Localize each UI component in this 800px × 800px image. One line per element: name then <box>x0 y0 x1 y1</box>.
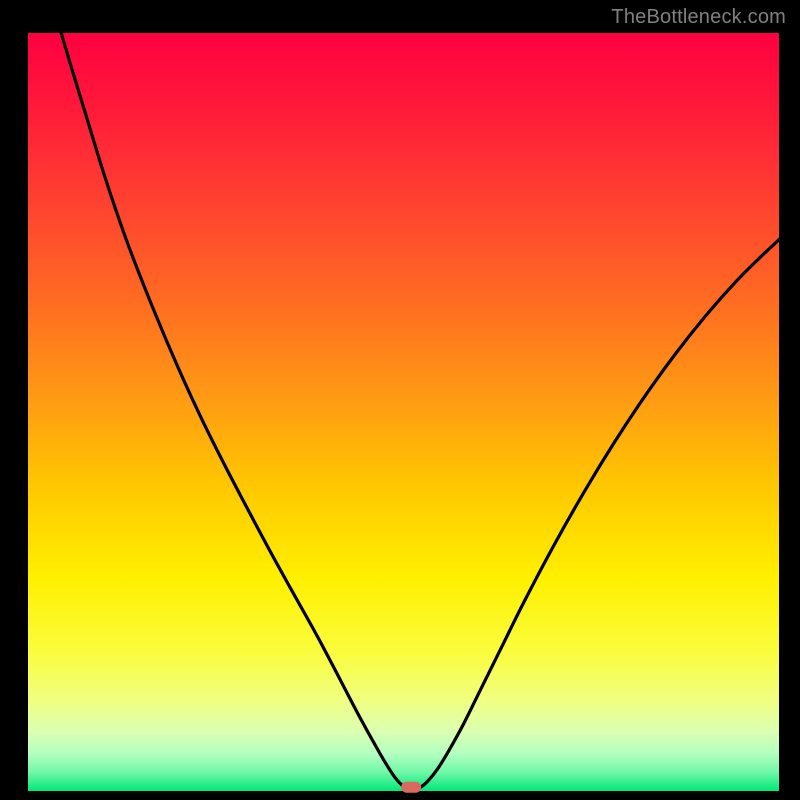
bottleneck-curve <box>61 32 780 789</box>
watermark-text: TheBottleneck.com <box>611 6 786 29</box>
min-marker <box>401 782 421 793</box>
plot-area <box>27 32 780 792</box>
curve-svg <box>27 32 780 792</box>
